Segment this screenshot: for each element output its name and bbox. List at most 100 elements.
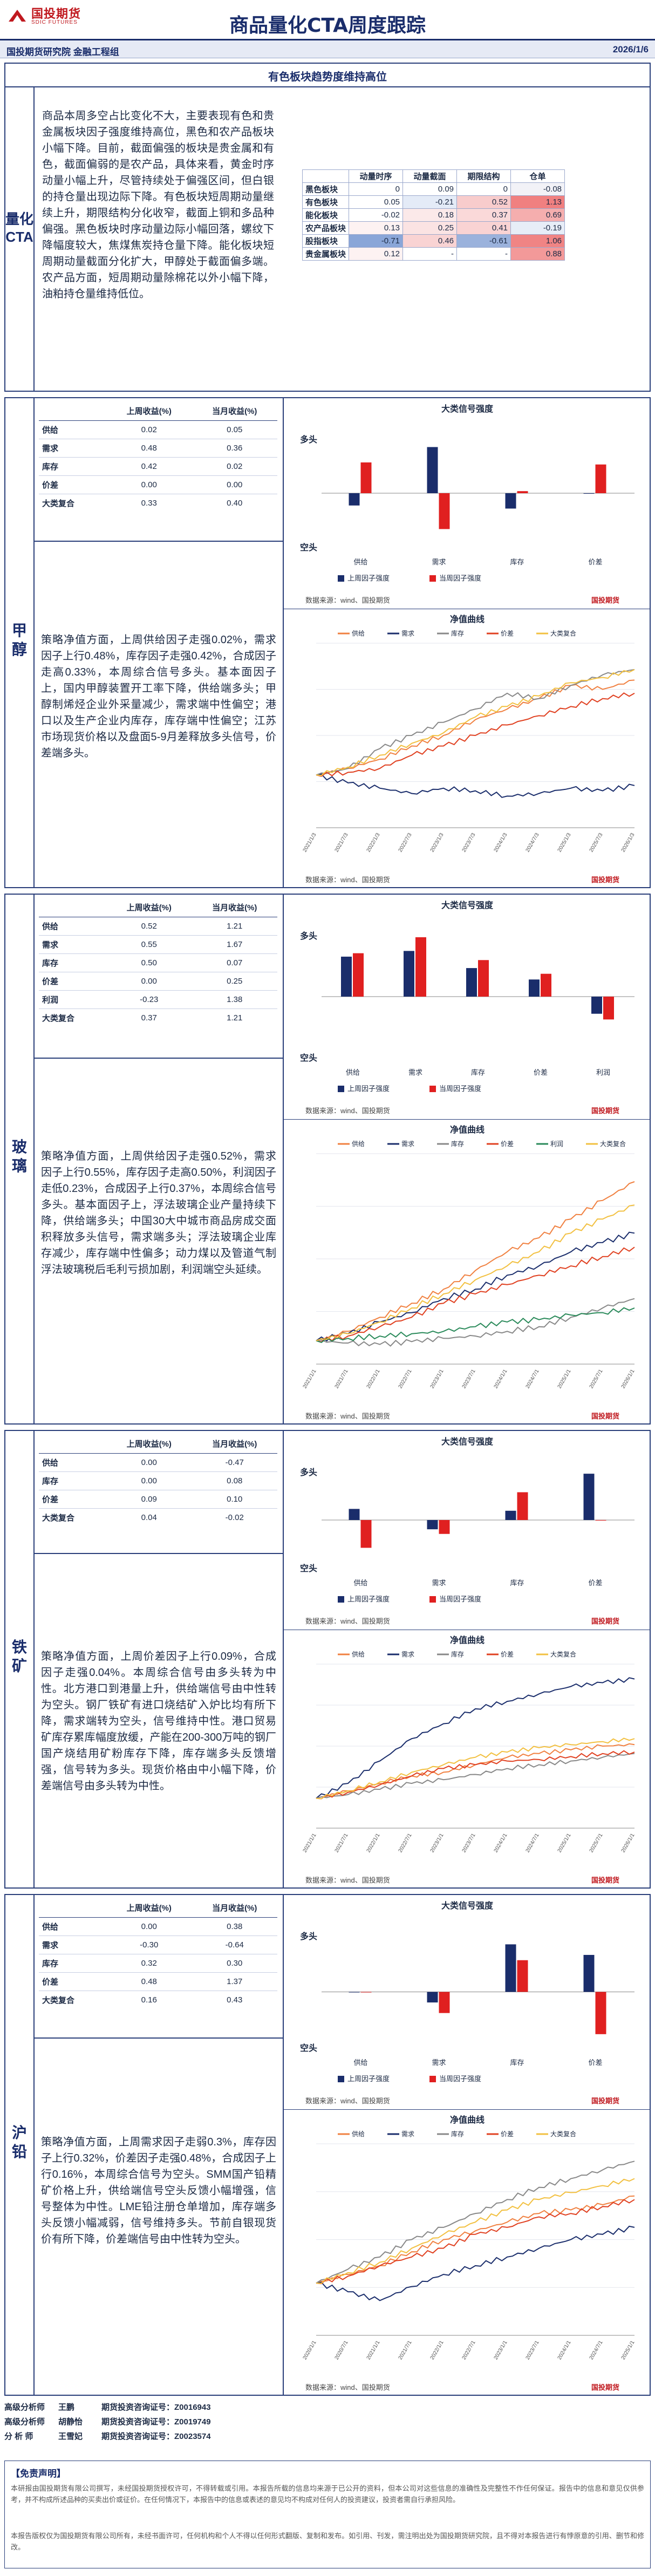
factor-table-wrap: 上周收益(%) 当月收益(%) 供给 0.00 -0.47 库存 0.00 0.08 价差 0.0…	[39, 1434, 277, 1526]
bar-上周因子强度	[427, 1992, 438, 2003]
legend-swatch	[429, 2076, 436, 2082]
heatmap-col-header: 动量时序	[349, 169, 404, 183]
factor-name: 供给	[39, 917, 106, 936]
x-tick-label: 2024/7/1	[525, 1832, 541, 1854]
x-tick-label: 2025/7/1	[589, 1368, 604, 1390]
factor-month: 0.07	[192, 953, 277, 972]
factor-col-header	[39, 1898, 106, 1918]
section-label: 铁矿	[11, 1639, 27, 1674]
heatmap-cell: 0.05	[349, 195, 404, 209]
factor-name: 大类复合	[42, 1014, 75, 1023]
x-tick-label: 需求	[408, 1068, 422, 1076]
x-tick-label: 2024/1/1	[493, 1832, 509, 1854]
legend-label: 大类复合	[550, 629, 576, 637]
factor-name: 供给	[39, 420, 106, 439]
org-name: 国投期货研究院 金融工程组	[6, 47, 119, 57]
divider	[284, 2109, 651, 2110]
divider	[4, 86, 651, 87]
divider	[283, 1430, 284, 1889]
factor-month: 0.38	[192, 1917, 277, 1936]
legend-label: 价差	[501, 2130, 514, 2138]
factor-table-wrap: 上周收益(%) 当月收益(%) 供给 0.52 1.21 需求 0.55 1.67 库存 0.50…	[39, 898, 277, 1027]
bar-当周因子强度	[353, 953, 364, 997]
source-note: 数据来源：wind、国投期货	[305, 1107, 390, 1115]
heatmap-col-header: 仓单	[510, 169, 565, 183]
heatmap-cell: 0.46	[402, 234, 458, 248]
x-tick-label: 2021/7/3	[334, 832, 350, 854]
divider	[33, 541, 284, 542]
legend-label: 库存	[451, 2130, 464, 2138]
divider	[284, 1119, 651, 1120]
factor-last-week: 0.50	[106, 953, 192, 972]
legend-label: 大类复合	[600, 1140, 626, 1148]
x-tick-label: 库存	[471, 1068, 485, 1076]
factor-last-week: 0.42	[106, 457, 192, 476]
factor-row: 大类复合 0.16 0.43	[39, 1991, 277, 2009]
heatmap-corner	[302, 169, 350, 183]
x-tick-label: 利润	[596, 1068, 610, 1076]
factor-month: 1.38	[192, 990, 277, 1009]
legend-label: 需求	[401, 1651, 414, 1658]
factor-month: 0.36	[192, 439, 277, 458]
section-label: 玻璃	[11, 1139, 27, 1174]
factor-last-week: 0.00	[106, 1471, 192, 1490]
heatmap-row-label: 贵金属板块	[302, 247, 350, 261]
factor-last-week: -0.23	[106, 990, 192, 1009]
series-line-大类复合	[316, 669, 635, 776]
series-line-价差	[316, 692, 635, 777]
x-tick-label: 价差	[588, 2059, 602, 2067]
factor-row: 价差 0.09 0.10	[39, 1490, 277, 1509]
series-line-供给	[316, 1181, 635, 1341]
bar-当周因子强度	[360, 1992, 372, 1993]
x-tick-label: 2022/1/1	[429, 2340, 445, 2361]
x-tick-label: 价差	[588, 558, 602, 566]
factor-name: 价差	[39, 475, 106, 494]
x-tick-label: 价差	[588, 1579, 602, 1587]
heatmap-row-label: 能化板块	[302, 208, 350, 222]
series-line-供给	[316, 679, 635, 776]
factor-last-week: 0.37	[141, 1013, 157, 1023]
factor-last-week: 0.33	[141, 499, 157, 508]
sdic-logo-icon	[9, 10, 26, 22]
factor-name: 价差	[39, 1972, 106, 1991]
factor-last-week: 0.48	[106, 439, 192, 458]
x-tick-label: 2021/1/3	[302, 832, 318, 854]
factor-name: 大类复合	[42, 499, 75, 508]
analyst-cert: 期货投资咨询证号：Z0023574	[101, 2432, 211, 2441]
section-label: 甲醇	[11, 622, 27, 658]
factor-month: -0.02	[225, 1513, 244, 1522]
factor-row: 需求 0.48 0.36	[39, 439, 277, 458]
factor-row: 大类复合 0.33 0.40	[39, 494, 277, 513]
line-chart-title: 净值曲线	[449, 1126, 485, 1135]
factor-month: -0.47	[192, 1453, 277, 1472]
factor-table: 上周收益(%) 当月收益(%) 供给 0.00 0.38 需求 -0.30 -0.64 库存 0.…	[39, 1898, 277, 2009]
bar-当周因子强度	[595, 1992, 606, 2034]
source-note: 数据来源：wind、国投期货	[305, 1617, 390, 1625]
x-tick-label: 2021/1/1	[302, 1832, 318, 1854]
x-tick-label: 库存	[510, 558, 524, 566]
divider	[283, 1894, 284, 2396]
bar-上周因子强度	[349, 493, 360, 506]
bar-上周因子强度	[427, 1520, 438, 1530]
long-label: 多头	[300, 1931, 317, 1941]
x-tick-label: 2024/1/1	[557, 2340, 572, 2361]
legend-label: 供给	[352, 1140, 365, 1148]
report-date: 2026/1/6	[612, 44, 649, 54]
x-tick-label: 2021/1/1	[302, 1368, 318, 1390]
brand-watermark: 国投期货	[591, 1412, 620, 1420]
nav-line-chart: 2021/1/1 2021/7/1 2022/1/1 2022/7/1 2023/1/1…	[302, 1650, 636, 1854]
line-chart-title: 净值曲线	[449, 1636, 485, 1645]
legend-label: 价差	[501, 1140, 514, 1148]
bar-chart-wrap: 供给 需求 库存 价差 多头 空头 上周因子强度 当周因子强度	[289, 1912, 645, 2096]
factor-col-header: 当月收益(%)	[192, 1434, 277, 1454]
series-line-库存	[316, 1298, 635, 1347]
x-tick-label: 2022/7/1	[398, 1368, 413, 1390]
factor-row: 供给 0.52 1.21	[39, 917, 277, 936]
factor-name: 库存	[39, 457, 106, 476]
source-note: 数据来源：wind、国投期货	[305, 1412, 390, 1420]
factor-col-header: 上周收益(%)	[106, 1434, 192, 1454]
x-tick-label: 需求	[432, 2059, 446, 2067]
overview-text: 商品本周多空占比变化不大，主要表现有色和贵金属板块因子强度维持高位，黑色和农产品…	[42, 110, 274, 300]
factor-col-header: 当月收益(%)	[192, 401, 277, 421]
factor-last-week: 0.55	[106, 935, 192, 954]
